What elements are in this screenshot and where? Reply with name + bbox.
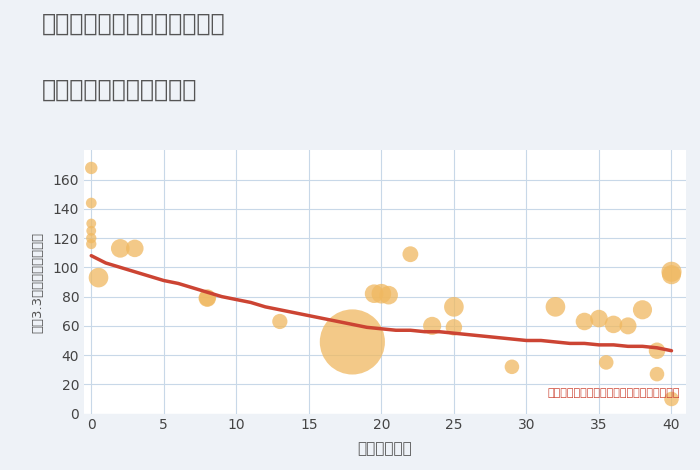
Point [383,291,394,299]
Point [85,235,97,242]
X-axis label: 築年数（年）: 築年数（年） [358,441,412,456]
Point [346,338,358,346]
Point [85,227,97,235]
Point [579,318,590,325]
Point [594,315,605,322]
Point [93,274,104,282]
Point [652,370,663,378]
Point [274,318,286,325]
Point [448,303,459,311]
Point [666,271,677,278]
Point [85,220,97,227]
Point [666,395,677,403]
Text: 奈良県奈良市月ヶ瀬桃香野の: 奈良県奈良市月ヶ瀬桃香野の [42,12,225,36]
Point [85,199,97,207]
Point [368,290,379,298]
Text: 円の大きさは、取引のあった物件面積を示す: 円の大きさは、取引のあった物件面積を示す [547,388,680,398]
Point [622,322,634,329]
Point [652,347,663,354]
Point [405,251,416,258]
Y-axis label: 坪（3.3㎡）単価（万円）: 坪（3.3㎡）単価（万円） [32,231,44,333]
Point [130,244,141,252]
Point [550,303,561,311]
Point [426,322,438,329]
Point [202,294,213,302]
Point [448,323,459,331]
Point [506,363,517,370]
Point [608,321,619,328]
Point [601,359,612,366]
Point [637,306,648,313]
Text: 築年数別中古戸建て価格: 築年数別中古戸建て価格 [42,78,197,102]
Point [666,268,677,275]
Point [85,240,97,248]
Point [202,294,213,302]
Point [376,290,387,298]
Point [85,164,97,172]
Point [115,244,126,252]
